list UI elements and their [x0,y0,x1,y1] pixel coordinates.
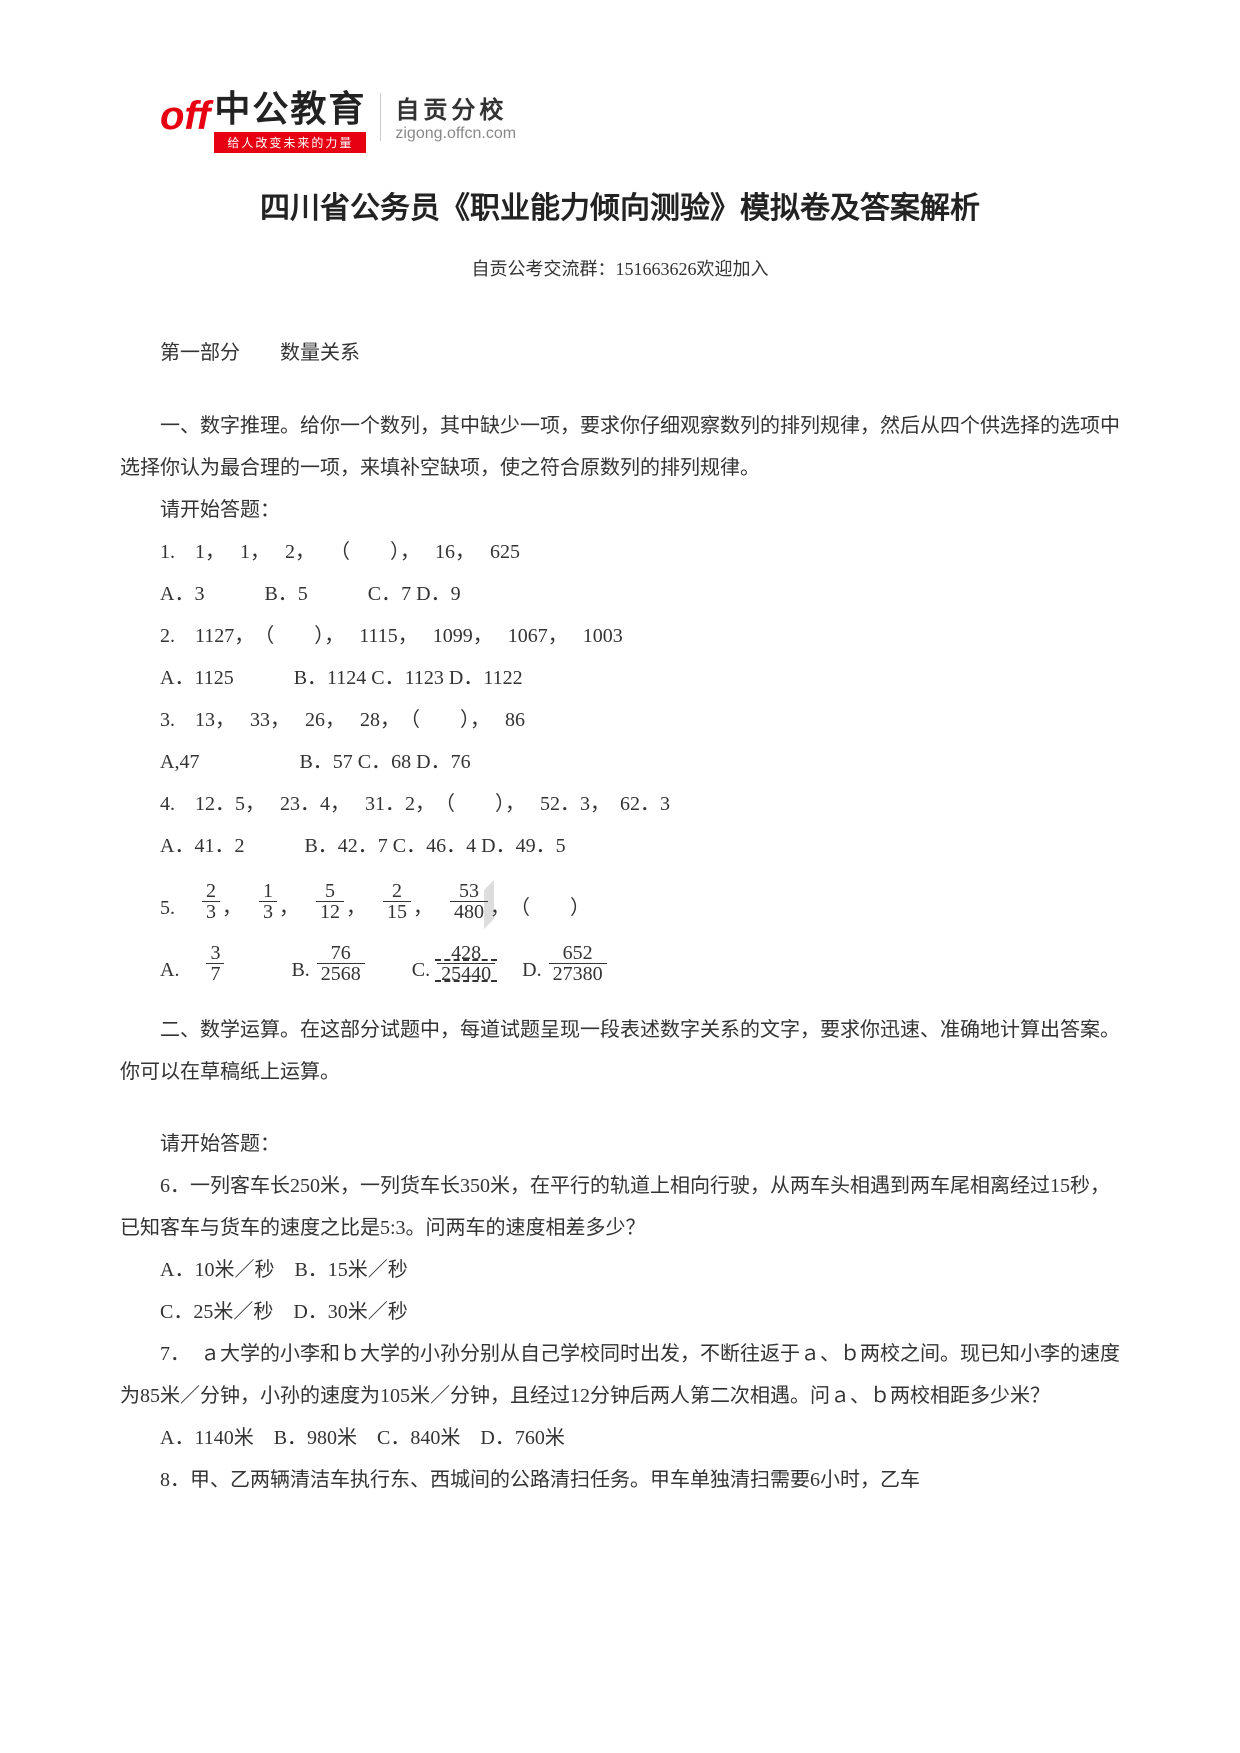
q5-frac-1: 13 [259,881,277,922]
brand-cn: 中公教育 [214,80,366,132]
part1-instruction: 一、数字推理。给你一个数列，其中缺少一项，要求你仔细观察数列的排列规律，然后从四… [120,405,1120,489]
q5-opts: A. 37 B. 762568 C. 42825440 D. 65227380 [120,941,1120,991]
q8-stem: 8．甲、乙两辆清洁车执行东、西城间的公路清扫任务。甲车单独清扫需要6小时，乙车 [120,1459,1120,1501]
q5-frac-0: 23 [202,881,220,922]
q4-stem: 4. 12．5， 23．4， 31．2， （ ）， 52．3， 62．3 [120,783,1120,825]
part2-begin: 请开始答题： [120,1123,1120,1165]
q1-stem: 1. 1， 1， 2， （ ）， 16， 625 [120,531,1120,573]
q6-opts-1: A．10米／秒 B．15米／秒 [120,1249,1120,1291]
q5-frac-2: 512 [316,881,344,922]
q5-opt-d: 65227380 [549,943,607,984]
q5-sep: ， [413,897,433,919]
q6-opts-2: C．25米／秒 D．30米／秒 [120,1291,1120,1333]
brand-icon: off [160,94,210,139]
branch-url: zigong.offcn.com [395,125,516,143]
q5-opt-d-label: D. [502,959,546,981]
q5-opt-a: 37 [206,943,224,984]
logo-main: 中公教育 给人改变未来的力量 [214,80,366,153]
logo-right: 自贡分校 zigong.offcn.com [395,90,516,143]
part2-instruction: 二、数学运算。在这部分试题中，每道试题呈现一段表述数字关系的文字，要求你迅速、准… [120,1009,1120,1093]
q5-opt-b-label: B. [231,959,314,981]
brand-tagline: 给人改变未来的力量 [214,132,366,153]
section1-header: 第一部分 数量关系 [120,331,1120,375]
q5-tail: ， （ ） [490,897,590,919]
q5-opt-c-label: C. [372,959,435,981]
q5-opt-c: 42825440 [437,943,495,984]
q7-opts: A．1140米 B．980米 C．840米 D．760米 [120,1417,1120,1459]
logo-left: off 中公教育 给人改变未来的力量 [160,80,366,153]
q5-opt-a-label: A. [160,959,199,981]
q3-stem: 3. 13， 33， 26， 28， （ ）， 86 [120,699,1120,741]
q6-stem: 6．一列客车长250米，一列货车长350米，在平行的轨道上相向行驶，从两车头相遇… [120,1165,1120,1249]
q5-sep: ， [222,897,242,919]
q5-frac-4: 53480 [450,881,488,922]
q1-opts: A．3 B．5 C．7 D．9 [120,573,1120,615]
q7-stem: 7． ａ大学的小李和ｂ大学的小孙分别从自己学校同时出发，不断往返于ａ、ｂ两校之间… [120,1333,1120,1417]
part1-begin: 请开始答题： [120,489,1120,531]
q2-opts: A．1125 B．1124 C．1123 D．1122 [120,657,1120,699]
branch-name: 自贡分校 [395,90,516,125]
q5-lead: 5. [160,897,195,919]
q5-frac-3: 215 [383,881,411,922]
q5-stem: 5. 23， 13， 512， 215， 53480， （ ） [120,879,1120,929]
logo-divider [380,93,381,141]
page-root: off 中公教育 给人改变未来的力量 自贡分校 zigong.offcn.com… [0,0,1240,1561]
q5-opt-b: 762568 [317,943,365,984]
q2-stem: 2. 1127， （ ）， 1115， 1099， 1067， 1003 [120,615,1120,657]
logo-area: off 中公教育 给人改变未来的力量 自贡分校 zigong.offcn.com [160,80,1120,153]
q3-opts: A,47 B．57 C．68 D．76 [120,741,1120,783]
q5-sep: ， [279,897,299,919]
q4-opts: A．41．2 B．42．7 C．46．4 D．49．5 [120,825,1120,867]
page-title: 四川省公务员《职业能力倾向测验》模拟卷及答案解析 [120,183,1120,227]
sub-info: 自贡公考交流群：151663626欢迎加入 [120,255,1120,281]
q5-sep: ， [346,897,366,919]
